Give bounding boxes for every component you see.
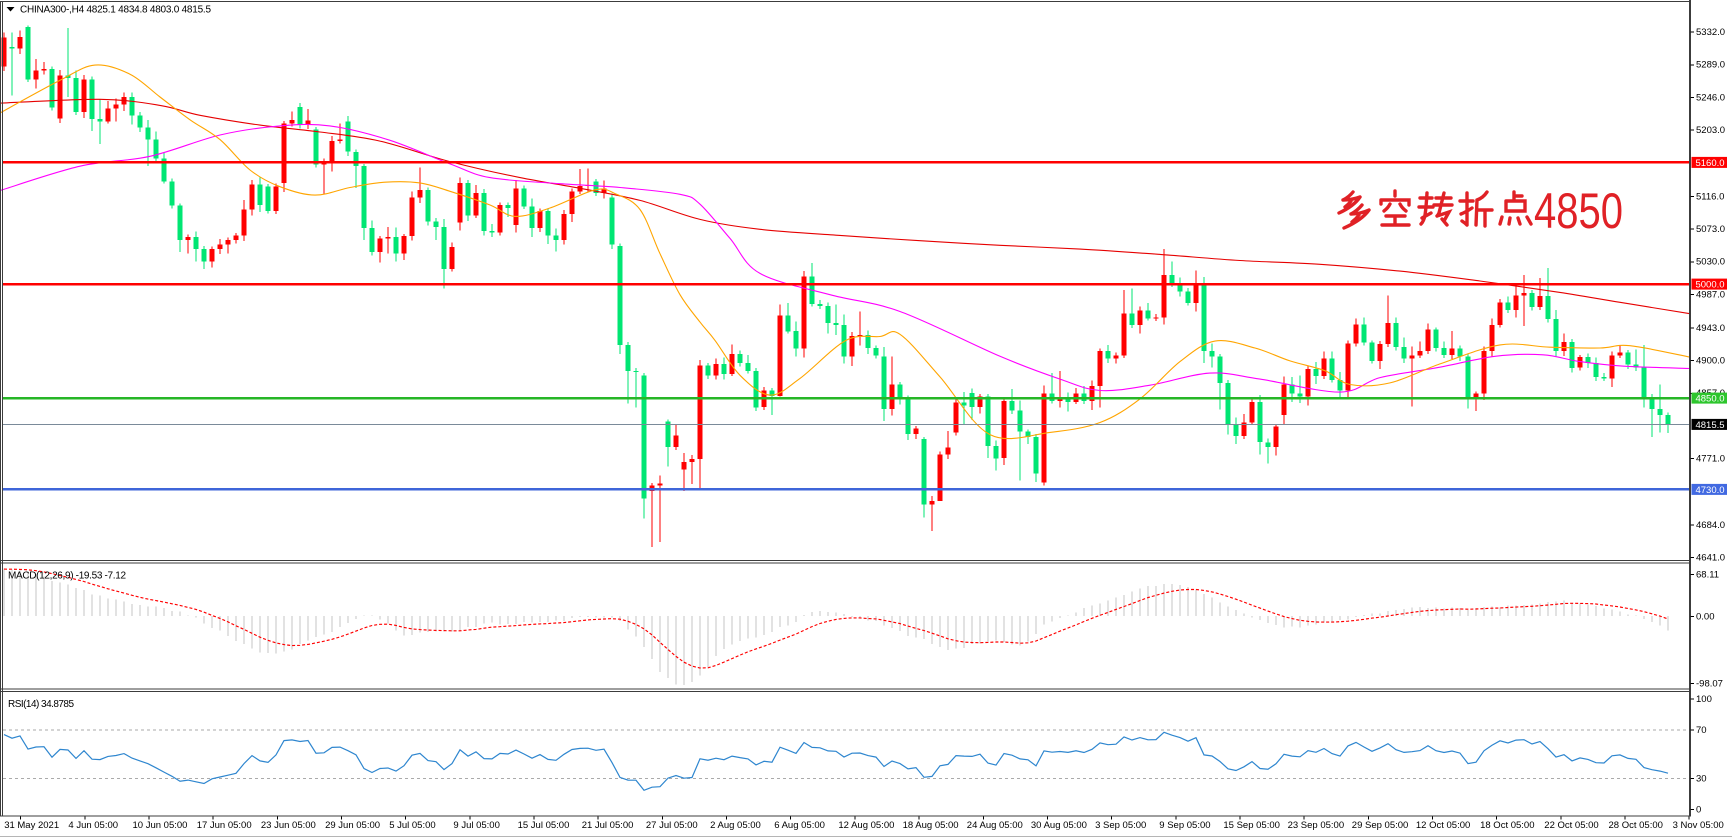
svg-text:4771.0: 4771.0	[1696, 454, 1725, 465]
svg-text:4684.0: 4684.0	[1696, 520, 1725, 531]
svg-text:5289.0: 5289.0	[1696, 60, 1725, 71]
svg-text:4 Jun 05:00: 4 Jun 05:00	[68, 820, 118, 831]
svg-text:4850.0: 4850.0	[1696, 394, 1725, 405]
svg-text:70: 70	[1696, 725, 1707, 736]
svg-text:29 Jun 05:00: 29 Jun 05:00	[325, 820, 380, 831]
svg-text:2 Aug 05:00: 2 Aug 05:00	[710, 820, 761, 831]
svg-text:MACD(12,26,9) -19.53 -7.12: MACD(12,26,9) -19.53 -7.12	[8, 571, 126, 582]
svg-text:9 Jul 05:00: 9 Jul 05:00	[453, 820, 499, 831]
svg-text:4943.0: 4943.0	[1696, 323, 1725, 334]
svg-text:30 Aug 05:00: 30 Aug 05:00	[1031, 820, 1087, 831]
svg-text:5 Jul 05:00: 5 Jul 05:00	[389, 820, 435, 831]
svg-text:4730.0: 4730.0	[1696, 485, 1725, 496]
svg-text:4900.0: 4900.0	[1696, 356, 1725, 367]
svg-text:5203.0: 5203.0	[1696, 125, 1725, 136]
svg-text:5246.0: 5246.0	[1696, 92, 1725, 103]
svg-text:27 Jul 05:00: 27 Jul 05:00	[646, 820, 698, 831]
svg-text:28 Oct 05:00: 28 Oct 05:00	[1609, 820, 1663, 831]
svg-text:100: 100	[1696, 694, 1712, 705]
svg-text:4850: 4850	[1534, 183, 1623, 239]
svg-text:3 Sep 05:00: 3 Sep 05:00	[1095, 820, 1146, 831]
svg-text:5073.0: 5073.0	[1696, 224, 1725, 235]
svg-text:5000.0: 5000.0	[1696, 280, 1725, 291]
svg-text:9 Sep 05:00: 9 Sep 05:00	[1159, 820, 1210, 831]
svg-text:0: 0	[1696, 804, 1701, 815]
svg-text:15 Jul 05:00: 15 Jul 05:00	[518, 820, 570, 831]
svg-text:5332.0: 5332.0	[1696, 27, 1725, 38]
svg-text:10 Jun 05:00: 10 Jun 05:00	[133, 820, 188, 831]
svg-text:23 Jun 05:00: 23 Jun 05:00	[261, 820, 316, 831]
svg-text:4815.5: 4815.5	[1696, 420, 1725, 431]
svg-text:0.00: 0.00	[1696, 612, 1715, 623]
svg-text:12 Oct 05:00: 12 Oct 05:00	[1416, 820, 1470, 831]
svg-text:18 Oct 05:00: 18 Oct 05:00	[1480, 820, 1534, 831]
svg-text:-98.07: -98.07	[1696, 678, 1723, 689]
svg-text:4987.0: 4987.0	[1696, 289, 1725, 300]
svg-text:CHINA300-,H4 4825.1 4834.8 48: CHINA300-,H4 4825.1 4834.8 4803.0 4815.5	[20, 5, 211, 16]
svg-text:21 Jul 05:00: 21 Jul 05:00	[582, 820, 634, 831]
svg-text:5116.0: 5116.0	[1696, 191, 1724, 202]
svg-text:30: 30	[1696, 774, 1707, 785]
svg-text:5030.0: 5030.0	[1696, 257, 1725, 268]
svg-text:6 Aug 05:00: 6 Aug 05:00	[774, 820, 825, 831]
svg-text:5160.0: 5160.0	[1696, 158, 1725, 169]
svg-text:4641.0: 4641.0	[1696, 553, 1725, 564]
svg-text:29 Sep 05:00: 29 Sep 05:00	[1352, 820, 1409, 831]
svg-text:18 Aug 05:00: 18 Aug 05:00	[903, 820, 959, 831]
svg-text:68.11: 68.11	[1696, 569, 1719, 580]
svg-text:RSI(14) 34.8785: RSI(14) 34.8785	[8, 699, 74, 710]
svg-text:15 Sep 05:00: 15 Sep 05:00	[1223, 820, 1280, 831]
svg-text:31 May 2021: 31 May 2021	[4, 820, 59, 831]
svg-text:22 Oct 05:00: 22 Oct 05:00	[1544, 820, 1598, 831]
svg-text:17 Jun 05:00: 17 Jun 05:00	[197, 820, 252, 831]
svg-text:23 Sep 05:00: 23 Sep 05:00	[1288, 820, 1345, 831]
svg-text:24 Aug 05:00: 24 Aug 05:00	[967, 820, 1023, 831]
svg-text:3 Nov 05:00: 3 Nov 05:00	[1673, 820, 1724, 831]
svg-text:12 Aug 05:00: 12 Aug 05:00	[838, 820, 894, 831]
